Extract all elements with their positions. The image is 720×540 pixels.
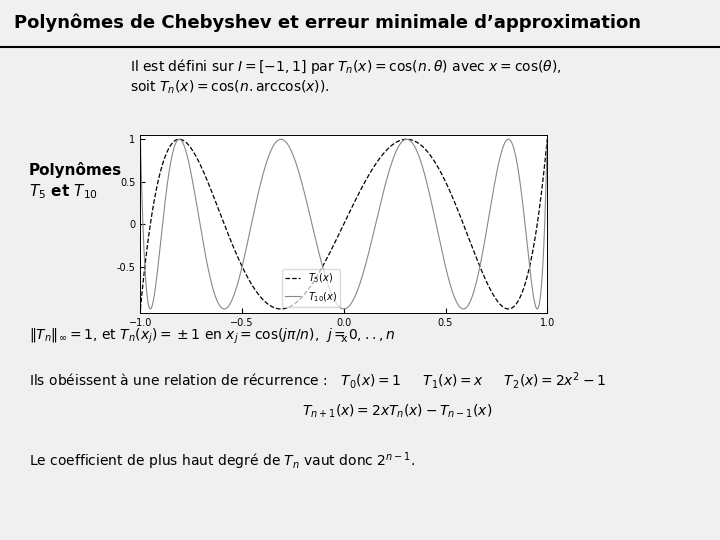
$T_{10}(x)$ [531,302,540,309]
$T_5(x)$ [456,214,465,220]
$T_5(x)$ [531,233,540,239]
Text: Polynômes de Chebyshev et erreur minimale d’approximation: Polynômes de Chebyshev et erreur minimal… [14,14,642,32]
Text: Le coefficient de plus haut degré de $T_n$ vaut donc $2^{n-1}$.: Le coefficient de plus haut degré de $T_… [29,451,415,472]
X-axis label: x: x [341,334,347,343]
Text: Il est défini sur $I = [-1,1]$ par $T_n(x) = \cos(n.\theta)$ avec $x = \cos(\the: Il est défini sur $I = [-1,1]$ par $T_n(… [130,57,562,76]
Line: $T_{10}(x)$: $T_{10}(x)$ [140,139,547,309]
Text: $\|T_n\|_\infty = 1$, et $T_n(x_j) = \pm 1$ en $x_j = \cos(j\pi / n)$,  $j = 0,.: $\|T_n\|_\infty = 1$, et $T_n(x_j) = \pm… [29,327,395,346]
$T_5(x)$ [323,254,332,261]
$T_{10}(x)$ [531,303,540,309]
$T_{10}(x)$ [543,136,552,143]
$T_5(x)$ [136,306,145,312]
$T_{10}(x)$ [323,280,332,287]
$T_{10}(x)$ [456,305,465,311]
$T_5(x)$ [543,136,552,143]
Text: Ils obéissent à une relation de récurrence :   $T_0(x) = 1$     $T_1(x) = x$    : Ils obéissent à une relation de récurren… [29,370,606,391]
$T_{10}(x)$ [136,136,145,143]
$T_5(x)$ [157,166,166,172]
Text: $T_{n+1}(x) = 2xT_n(x) - T_{n-1}(x)$: $T_{n+1}(x) = 2xT_n(x) - T_{n-1}(x)$ [302,402,492,420]
$T_{10}(x)$ [220,306,228,312]
$T_5(x)$ [531,234,539,240]
$T_5(x)$ [334,233,343,239]
Text: $T_5$ et $T_{10}$: $T_5$ et $T_{10}$ [29,183,98,201]
$T_{10}(x)$ [157,234,166,240]
Text: soit $T_n(x) = \cos(n.\arccos(x))$.: soit $T_n(x) = \cos(n.\arccos(x))$. [130,78,329,96]
Text: Polynômes: Polynômes [29,162,122,178]
$T_{10}(x)$ [334,303,343,309]
Legend: $T_5(x)$, $T_{10}(x)$: $T_5(x)$, $T_{10}(x)$ [282,269,340,307]
Line: $T_5(x)$: $T_5(x)$ [140,139,547,309]
